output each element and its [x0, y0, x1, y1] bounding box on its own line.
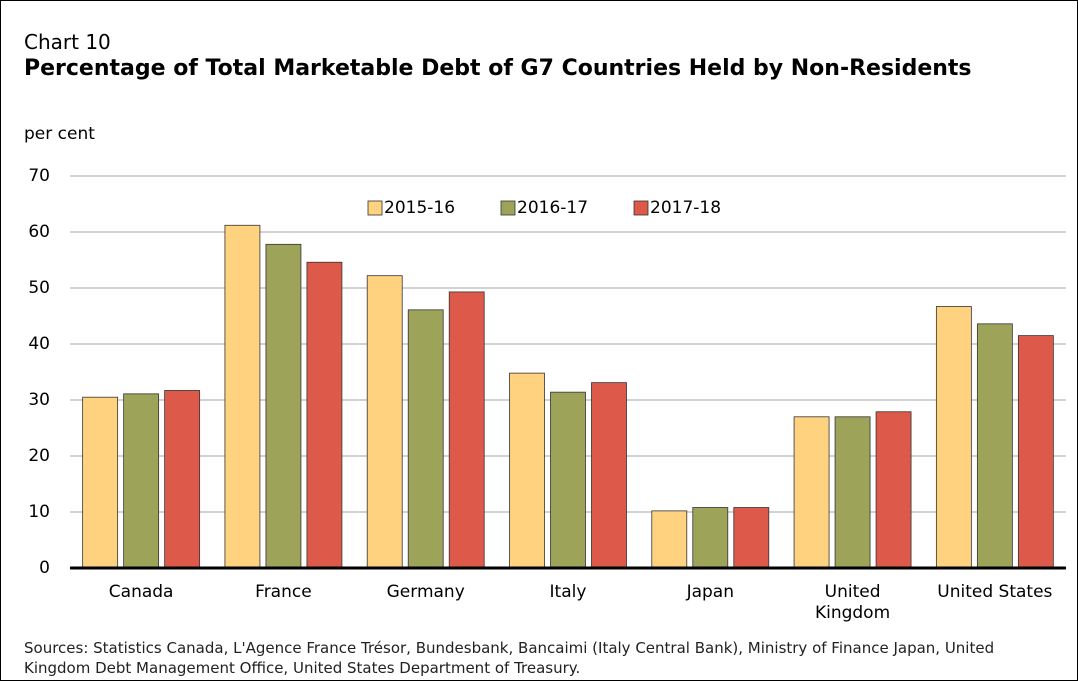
bar	[875, 411, 912, 569]
bar	[935, 306, 972, 569]
y-tick-label: 10	[28, 502, 50, 522]
bar	[550, 391, 586, 569]
legend-label: 2017-18	[650, 198, 721, 218]
bar	[366, 275, 403, 569]
bar	[164, 390, 201, 569]
bar	[407, 309, 444, 569]
bar	[123, 393, 160, 569]
x-tick-label: Japan	[686, 582, 734, 602]
bar	[651, 510, 688, 569]
bar	[224, 224, 261, 569]
bar	[509, 372, 545, 569]
y-tick-label: 70	[28, 166, 50, 186]
bar	[448, 291, 485, 569]
chart-kicker: Chart 10	[24, 30, 111, 54]
x-tick-label: United States	[937, 582, 1053, 602]
bar	[306, 261, 343, 569]
y-tick-label: 40	[28, 334, 50, 354]
y-tick-label: 0	[39, 558, 50, 578]
bar	[793, 416, 830, 569]
y-tick-label: 50	[28, 278, 50, 298]
legend-label: 2016-17	[517, 198, 588, 218]
bar	[692, 507, 729, 569]
bar	[733, 507, 770, 569]
y-tick-label: 30	[28, 390, 50, 410]
y-tick-label: 60	[28, 222, 50, 242]
bar	[834, 416, 871, 569]
x-tick-label: Canada	[108, 582, 174, 602]
legend-swatch	[500, 200, 516, 216]
x-tick-label: United Kingdom	[814, 582, 891, 623]
bar	[82, 396, 119, 569]
legend-swatch	[633, 200, 649, 216]
bar	[265, 243, 302, 569]
x-tick-label: Germany	[386, 582, 465, 602]
legend-label: 2015-16	[384, 198, 455, 218]
bar	[591, 382, 627, 569]
bar	[1017, 335, 1054, 569]
legend-swatch	[367, 200, 383, 216]
chart-title: Percentage of Total Marketable Debt of G…	[24, 56, 972, 81]
source-note: Sources: Statistics Canada, L'Agence Fra…	[24, 639, 995, 677]
x-tick-label: France	[255, 582, 312, 602]
x-tick-label: Italy	[549, 582, 587, 602]
bar	[976, 323, 1013, 569]
y-axis-label: per cent	[24, 124, 95, 144]
y-tick-label: 20	[28, 446, 50, 466]
